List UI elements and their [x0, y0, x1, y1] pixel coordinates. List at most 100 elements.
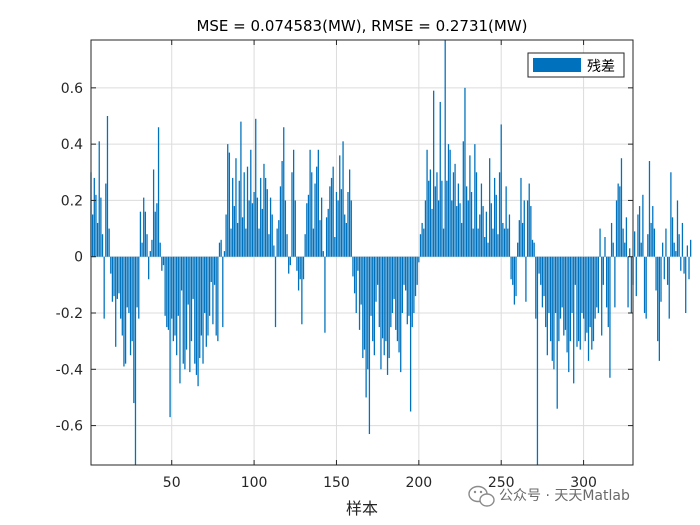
bar [349, 169, 351, 257]
bar [518, 220, 520, 257]
bar [437, 200, 440, 257]
bar [645, 256, 647, 319]
bar [490, 203, 492, 257]
bar [513, 256, 516, 305]
bar [634, 231, 636, 257]
bar [240, 121, 242, 257]
bar [197, 256, 199, 387]
bar [345, 222, 347, 257]
bar [169, 256, 171, 418]
bar [561, 256, 563, 308]
bar [408, 256, 410, 316]
bar [367, 256, 369, 370]
bar [167, 256, 170, 330]
bar [500, 124, 502, 257]
bar [396, 256, 399, 342]
bar [602, 256, 604, 285]
bar [238, 180, 240, 257]
bar [225, 214, 227, 257]
bar [171, 256, 173, 319]
bar [459, 203, 461, 257]
bar [558, 256, 560, 342]
bar [233, 206, 235, 257]
watermark: 公众号 · 天天Matlab [468, 485, 630, 507]
x-tick-label: 250 [488, 475, 515, 491]
x-tick-label: 50 [163, 475, 181, 491]
y-tick-label: -0.4 [56, 362, 83, 378]
legend-label: 残差 [587, 59, 615, 75]
bar [635, 256, 637, 297]
bar [131, 256, 133, 342]
bar [449, 149, 451, 257]
bar [683, 256, 685, 274]
bar [264, 177, 267, 257]
bar [462, 141, 464, 257]
bar [101, 234, 104, 257]
axis-ticks [91, 40, 633, 465]
bar [477, 228, 479, 257]
bar [597, 256, 600, 314]
bar [283, 127, 285, 257]
bar [164, 256, 166, 316]
bar [563, 256, 565, 336]
bar [312, 228, 315, 257]
bar [515, 256, 517, 297]
bar [604, 237, 606, 257]
bar [136, 256, 138, 308]
bar [185, 256, 188, 350]
bar [213, 256, 216, 285]
bar [296, 256, 298, 271]
bar [258, 228, 260, 257]
bar [261, 208, 263, 257]
bar [627, 256, 629, 308]
bar [484, 237, 486, 257]
bar [423, 228, 425, 257]
bar [643, 256, 646, 314]
bar [637, 214, 639, 257]
bar [619, 186, 621, 257]
bar [418, 256, 420, 263]
bar [358, 256, 361, 330]
bar-series [90, 40, 692, 465]
bar [568, 256, 570, 373]
bar [269, 197, 272, 257]
bar [413, 256, 415, 314]
bar [492, 228, 494, 257]
bar [456, 206, 458, 257]
bar [299, 256, 301, 280]
bar [309, 149, 311, 257]
bar [551, 256, 553, 361]
bar [322, 251, 324, 257]
bar [357, 256, 359, 271]
bar [546, 256, 548, 356]
bar [526, 200, 529, 257]
bar [172, 256, 175, 342]
bar [199, 256, 201, 359]
bar [311, 172, 313, 257]
bar [134, 256, 137, 465]
bar [581, 256, 583, 314]
bar [556, 256, 558, 409]
bar [535, 256, 537, 319]
bar [457, 183, 460, 257]
bar [106, 115, 109, 257]
bar [416, 256, 418, 285]
bar [228, 152, 231, 257]
bar [152, 169, 155, 257]
bar [650, 222, 652, 257]
bar [268, 234, 270, 257]
bar [314, 183, 316, 257]
bar [685, 256, 687, 314]
bar [138, 256, 140, 319]
bar [273, 245, 275, 257]
bar [498, 172, 501, 257]
bar [543, 256, 545, 297]
bar [489, 158, 491, 257]
bar [401, 256, 404, 314]
bar [444, 40, 446, 257]
bar [503, 228, 506, 257]
bar [327, 208, 329, 257]
bar [536, 256, 539, 465]
bar [329, 186, 331, 257]
bar [538, 256, 540, 274]
